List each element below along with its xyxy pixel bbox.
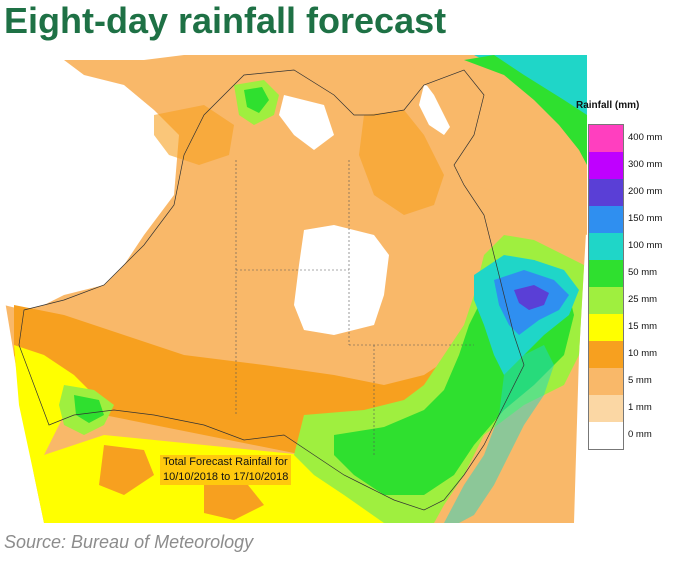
legend-color-bar — [588, 124, 624, 450]
caption-line-2: 10/10/2018 to 17/10/2018 — [160, 470, 292, 485]
legend-label: 300 mm — [628, 158, 663, 170]
caption-line-1: Total Forecast Rainfall for — [160, 455, 291, 470]
legend-swatch — [589, 260, 623, 287]
legend-label: 10 mm — [628, 347, 658, 359]
legend-swatch — [589, 152, 623, 179]
legend-swatch — [589, 125, 623, 152]
legend-label: 5 mm — [628, 374, 652, 386]
source-note: Source: Bureau of Meteorology — [4, 532, 254, 552]
legend-swatch — [589, 179, 623, 206]
legend-swatch — [589, 395, 623, 422]
rainfall-map-graphic — [4, 55, 587, 523]
legend-swatch — [589, 287, 623, 314]
legend-label: 150 mm — [628, 212, 663, 224]
forecast-caption: Total Forecast Rainfall for 10/10/2018 t… — [160, 455, 292, 485]
legend-label: 200 mm — [628, 185, 663, 197]
legend-swatch — [589, 206, 623, 233]
legend-label: 400 mm — [628, 131, 663, 143]
legend-label: 1 mm — [628, 401, 652, 413]
rainfall-map — [4, 55, 587, 523]
legend-swatch — [589, 314, 623, 341]
legend-swatch — [589, 422, 623, 449]
legend-label: 25 mm — [628, 293, 658, 305]
legend: Rainfall (mm) 400 mm 300 mm 200 mm 150 mm 10… — [576, 100, 671, 460]
legend-swatch — [589, 233, 623, 260]
legend-label: 100 mm — [628, 239, 663, 251]
legend-title: Rainfall (mm) — [576, 100, 640, 111]
page-title: Eight-day rainfall forecast — [4, 0, 447, 41]
legend-label: 0 mm — [628, 428, 652, 440]
legend-label: 50 mm — [628, 266, 658, 278]
legend-swatch — [589, 368, 623, 395]
legend-swatch — [589, 341, 623, 368]
legend-label: 15 mm — [628, 320, 658, 332]
